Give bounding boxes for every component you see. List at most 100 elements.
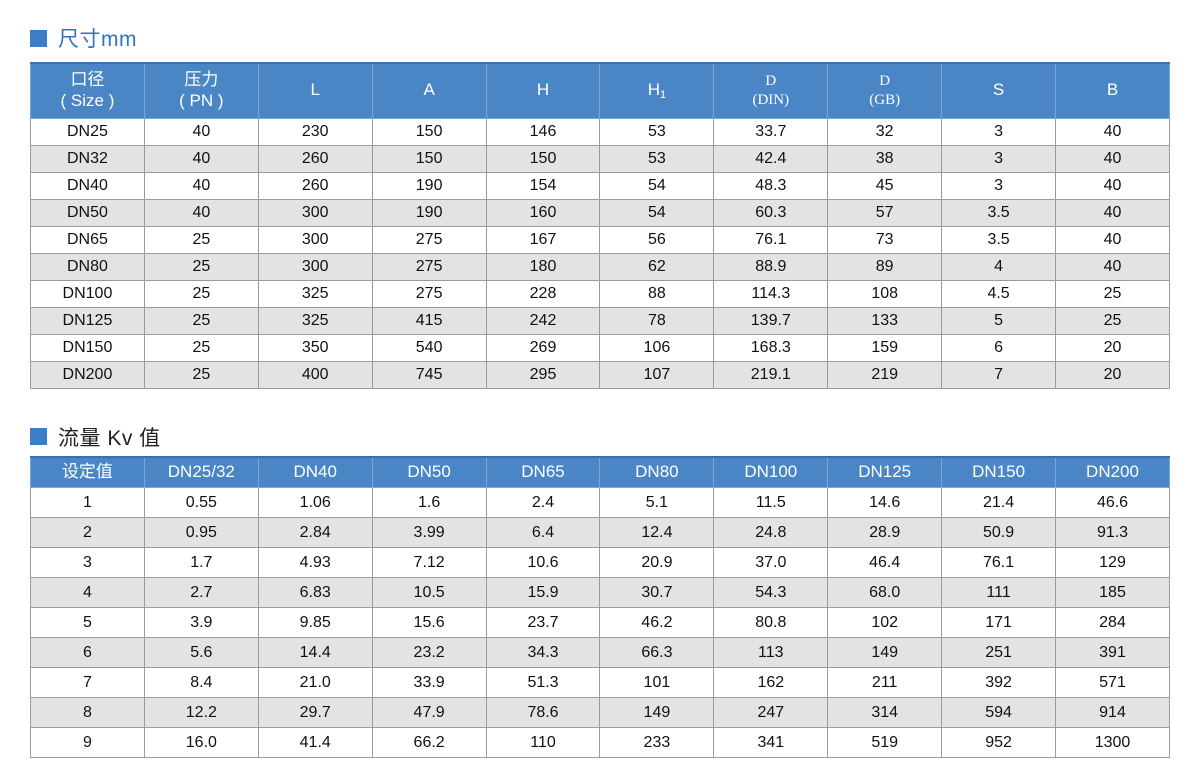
table-cell: 180: [485, 252, 601, 281]
table-cell: 40: [143, 198, 259, 227]
table-cell: 5.1: [599, 487, 715, 518]
table-cell: 80.8: [713, 607, 829, 638]
column-header-label: S: [992, 80, 1005, 100]
table-cell: 110: [485, 727, 601, 758]
table-cell: 149: [599, 697, 715, 728]
table-cell: 1.6: [371, 487, 487, 518]
table-cell: 113: [713, 637, 829, 668]
table-cell: 41.4: [257, 727, 373, 758]
column-header: H1: [599, 62, 715, 119]
table-cell: 37.0: [713, 547, 829, 578]
column-header-sublabel: (GB): [869, 91, 901, 108]
column-header: DN100: [713, 455, 829, 488]
table-row: 6 5.6 14.4 23.2 34.3 66.3 113 149 251 391: [30, 637, 1170, 668]
column-header-label: DN200: [1086, 461, 1139, 481]
table-cell: 21.0: [257, 667, 373, 698]
kv-table-header: 设定值 DN25/32 DN40 DN50 DN65 DN80 DN100 DN125 DN15…: [30, 455, 1170, 488]
table-cell: 25: [1055, 306, 1170, 335]
table-cell: DN200: [30, 360, 145, 389]
table-cell: 57: [827, 198, 943, 227]
table-row: 4 2.7 6.83 10.5 15.9 30.7 54.3 68.0 111 185: [30, 577, 1170, 608]
table-cell: 53: [599, 144, 715, 173]
section-marker-icon: [30, 428, 47, 445]
table-cell: 284: [1055, 607, 1170, 638]
table-cell: 107: [599, 360, 715, 389]
table-cell: 341: [713, 727, 829, 758]
column-header-label: DN65: [521, 461, 565, 481]
table-cell: 78: [599, 306, 715, 335]
table-row: DN32 40 260 150 150 53 42.4 38 3 40: [30, 144, 1170, 173]
table-cell: 66.2: [371, 727, 487, 758]
table-cell: 133: [827, 306, 943, 335]
table-cell: 34.3: [485, 637, 601, 668]
table-cell: 10.6: [485, 547, 601, 578]
table-cell: 76.1: [713, 225, 829, 254]
table-cell: 42.4: [713, 144, 829, 173]
table-row: DN200 25 400 745 295 107 219.1 219 7 20: [30, 360, 1170, 389]
table-cell: 4.5: [941, 279, 1057, 308]
table-cell: 88.9: [713, 252, 829, 281]
table-cell: 3.5: [941, 198, 1057, 227]
column-header-label: 压力: [184, 70, 219, 90]
table-cell: 300: [257, 198, 373, 227]
table-row: DN150 25 350 540 269 106 168.3 159 6 20: [30, 333, 1170, 362]
table-cell: 5: [941, 306, 1057, 335]
column-header-label: DN40: [293, 461, 337, 481]
column-header-label: DN125: [858, 461, 912, 481]
table-cell: 40: [143, 171, 259, 200]
column-header: DN25/32: [143, 455, 259, 488]
table-cell: 391: [1055, 637, 1170, 668]
table-cell: 25: [1055, 279, 1170, 308]
table-cell: 25: [143, 279, 259, 308]
table-cell: 260: [257, 171, 373, 200]
table-row: DN80 25 300 275 180 62 88.9 89 4 40: [30, 252, 1170, 281]
table-cell: 167: [485, 225, 601, 254]
kv-section-title: 流量 Kv 值: [30, 425, 1170, 450]
table-cell: 12.2: [143, 697, 259, 728]
table-row: DN125 25 325 415 242 78 139.7 133 5 25: [30, 306, 1170, 335]
table-cell: 29.7: [257, 697, 373, 728]
table-cell: 150: [371, 144, 487, 173]
column-header-label: DN100: [744, 461, 798, 481]
table-cell: DN150: [30, 333, 145, 362]
table-cell: 314: [827, 697, 943, 728]
table-cell: 56: [599, 225, 715, 254]
table-cell: 33.7: [713, 117, 829, 146]
table-cell: 415: [371, 306, 487, 335]
table-row: DN100 25 325 275 228 88 114.3 108 4.5 25: [30, 279, 1170, 308]
table-cell: 30.7: [599, 577, 715, 608]
table-cell: 190: [371, 171, 487, 200]
table-cell: 6.83: [257, 577, 373, 608]
table-cell: 9: [30, 727, 145, 758]
column-header-label: DN25/32: [167, 461, 235, 481]
table-cell: 5.6: [143, 637, 259, 668]
table-cell: 54: [599, 171, 715, 200]
table-cell: 392: [941, 667, 1057, 698]
table-cell: 162: [713, 667, 829, 698]
table-cell: 300: [257, 252, 373, 281]
column-header-sublabel: ( Size ): [60, 90, 115, 110]
column-header: 设定值: [30, 455, 145, 488]
table-cell: 3.5: [941, 225, 1057, 254]
table-cell: 10.5: [371, 577, 487, 608]
column-header: L: [257, 62, 373, 119]
table-cell: 519: [827, 727, 943, 758]
dimensions-table-header: 口径( Size ) 压力( PN ) L A H H1 D (DIN) D (GB) S B: [30, 62, 1170, 119]
table-cell: 53: [599, 117, 715, 146]
dimensions-title-text: 尺寸mm: [58, 28, 137, 51]
table-cell: 73: [827, 225, 943, 254]
table-cell: 400: [257, 360, 373, 389]
table-cell: 185: [1055, 577, 1170, 608]
table-cell: 40: [1055, 171, 1170, 200]
column-header-label: D: [879, 73, 891, 90]
table-cell: 2.84: [257, 517, 373, 548]
dimensions-table-body: DN25 40 230 150 146 53 33.7 32 3 40 DN32 40 260 150 15…: [30, 117, 1170, 389]
table-cell: 190: [371, 198, 487, 227]
table-cell: 233: [599, 727, 715, 758]
table-cell: DN65: [30, 225, 145, 254]
table-cell: 1.06: [257, 487, 373, 518]
table-cell: 78.6: [485, 697, 601, 728]
table-cell: 40: [1055, 198, 1170, 227]
table-row: DN65 25 300 275 167 56 76.1 73 3.5 40: [30, 225, 1170, 254]
